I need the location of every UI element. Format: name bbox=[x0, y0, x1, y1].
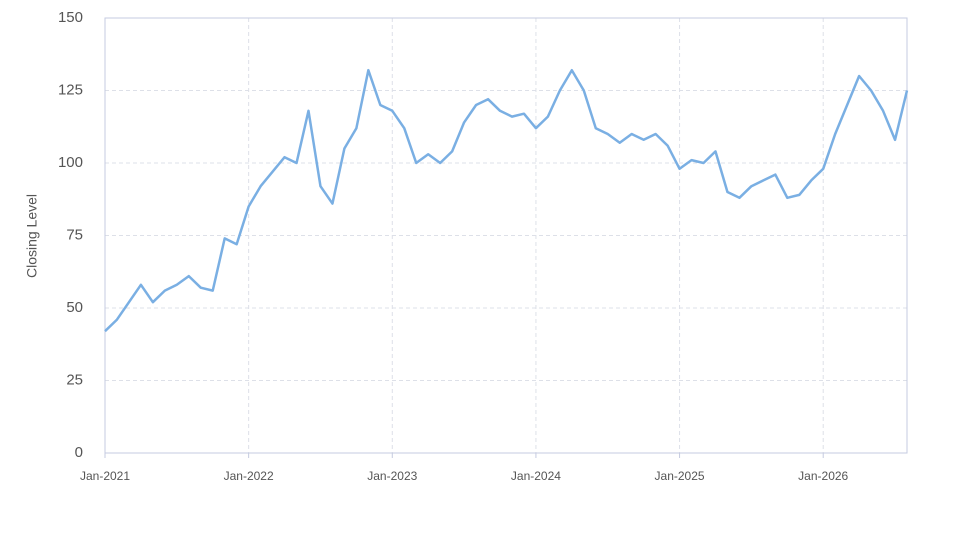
y-tick-label: 0 bbox=[75, 444, 83, 461]
line-series bbox=[104, 68, 909, 333]
x-tick-label: Jan-2023 bbox=[367, 469, 417, 483]
y-axis-label: Closing Level bbox=[24, 194, 40, 278]
x-tick-label: Jan-2024 bbox=[511, 469, 561, 483]
y-tick-label: 150 bbox=[58, 9, 83, 26]
plot-frame bbox=[104, 17, 908, 454]
x-tick-label: Jan-2025 bbox=[655, 469, 705, 483]
x-tick-label: Jan-2026 bbox=[798, 469, 848, 483]
y-tick-label: 100 bbox=[58, 154, 83, 171]
x-tick-label: Jan-2022 bbox=[224, 469, 274, 483]
y-tick-label: 125 bbox=[58, 81, 83, 98]
x-tick-label: Jan-2021 bbox=[80, 469, 130, 483]
y-tick-label: 75 bbox=[66, 226, 83, 243]
y-tick-label: 25 bbox=[66, 371, 83, 388]
y-tick-label: 50 bbox=[66, 299, 83, 316]
